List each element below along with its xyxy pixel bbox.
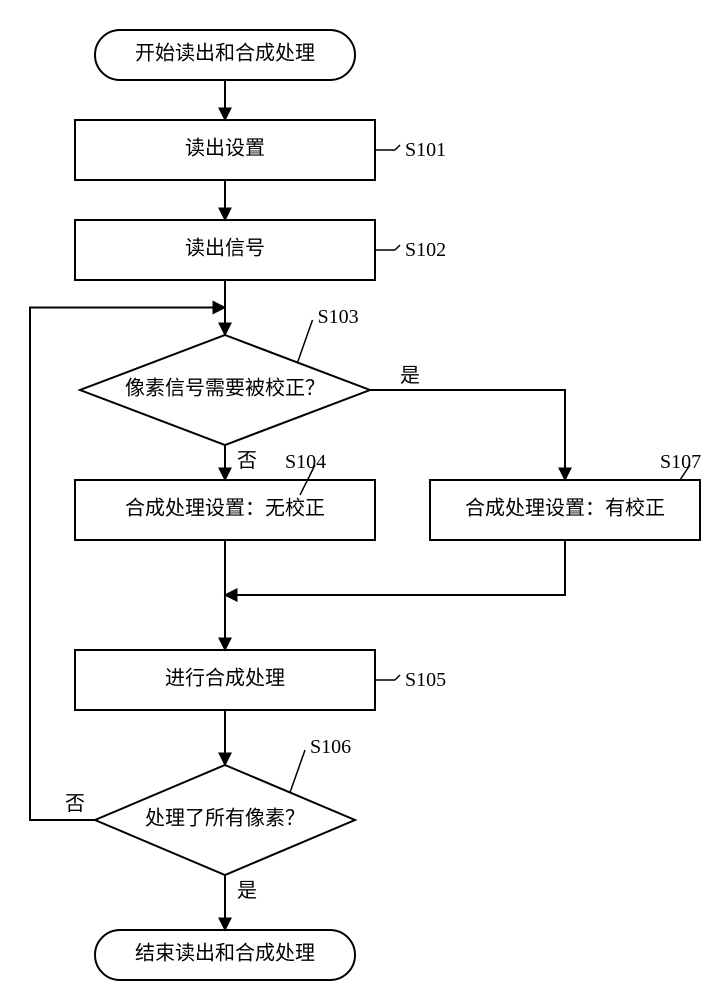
process-s101: 读出设置: [75, 120, 375, 180]
process-s105: 进行合成处理: [75, 650, 375, 710]
terminator-start-label: 开始读出和合成处理: [135, 42, 315, 65]
step-label-s106: S106: [310, 736, 351, 758]
process-s107-label: 合成处理设置：有校正: [465, 497, 665, 520]
step-label-s105: S105: [405, 669, 446, 691]
decision-s106: 处理了所有像素？: [95, 765, 355, 875]
step-label-s101: S101: [405, 139, 446, 161]
terminator-start: 开始读出和合成处理: [95, 30, 355, 80]
process-s102: 读出信号: [75, 220, 375, 280]
edge-label-s103-no: 否: [237, 450, 257, 472]
edge-label-s106-no: 否: [65, 793, 85, 815]
decision-s103: 像素信号需要被校正？: [80, 335, 370, 445]
process-s105-label: 进行合成处理: [165, 667, 285, 690]
decision-s103-label: 像素信号需要被校正？: [125, 377, 325, 400]
process-s104-label: 合成处理设置：无校正: [125, 497, 325, 520]
terminator-end: 结束读出和合成处理: [95, 930, 355, 980]
edge-label-s106-yes: 是: [237, 880, 257, 902]
decision-s106-label: 处理了所有像素？: [145, 807, 305, 830]
step-label-s104: S104: [285, 451, 326, 473]
process-s102-label: 读出信号: [185, 237, 265, 260]
process-s104: 合成处理设置：无校正: [75, 480, 375, 540]
step-label-s107: S107: [660, 451, 701, 473]
step-label-s103: S103: [318, 306, 359, 328]
process-s101-label: 读出设置: [185, 137, 265, 160]
edge-label-s103-yes: 是: [400, 365, 420, 387]
terminator-end-label: 结束读出和合成处理: [135, 942, 315, 965]
step-label-s102: S102: [405, 239, 446, 261]
process-s107: 合成处理设置：有校正: [430, 480, 700, 540]
